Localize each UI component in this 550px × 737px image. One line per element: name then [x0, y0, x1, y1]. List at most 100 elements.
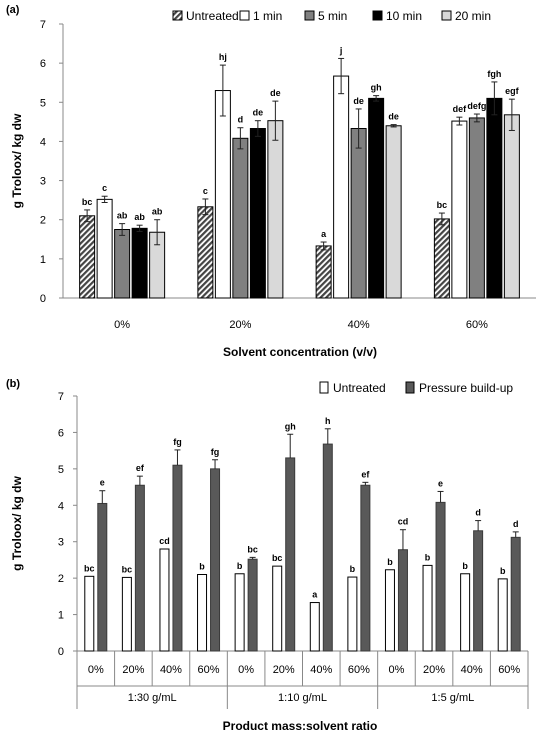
significance-label: e [438, 478, 443, 488]
significance-label: c [102, 183, 107, 193]
bar [350, 128, 367, 299]
legend-swatch [405, 381, 415, 394]
legend-label: 20 min [455, 9, 491, 23]
bar [503, 114, 520, 299]
significance-label: hj [219, 52, 227, 62]
bar [267, 120, 284, 299]
significance-label: b [350, 564, 356, 574]
bar [84, 575, 95, 652]
significance-label: bc [84, 563, 95, 573]
bar [210, 468, 221, 652]
y-axis-title: g Troloox/ kg dw [10, 476, 24, 571]
legend-label: Untreated [186, 9, 239, 23]
legend-label: Pressure build-up [419, 381, 513, 395]
x-tick-label: 20% [423, 664, 445, 676]
x-tick-label: 60% [198, 664, 220, 676]
legend-label: 1 min [253, 9, 282, 23]
significance-label: bc [247, 544, 258, 554]
significance-label: gh [371, 83, 382, 93]
significance-label: bc [437, 200, 448, 210]
y-tick-label: 3 [58, 537, 64, 549]
y-tick-label: 5 [40, 97, 46, 109]
x-tick-label: 20% [122, 664, 144, 676]
y-tick-label: 6 [58, 427, 64, 439]
bar [435, 501, 446, 652]
x-tick-label: 60% [498, 664, 520, 676]
bar [159, 548, 170, 652]
bar [114, 229, 131, 299]
significance-label: bc [82, 197, 93, 207]
y-tick-label: 4 [58, 500, 64, 512]
x-tick-label: 20% [229, 319, 251, 331]
y-tick-label: 0 [58, 646, 64, 658]
significance-label: gh [285, 421, 296, 431]
legend-swatch [441, 10, 452, 21]
bar [460, 573, 471, 652]
significance-label: e [100, 478, 105, 488]
bar [197, 574, 208, 652]
x-tick-label: 40% [160, 664, 182, 676]
y-tick-label: 5 [58, 464, 64, 476]
y-tick-label: 3 [40, 176, 46, 188]
bar [397, 549, 408, 652]
bar [422, 564, 433, 652]
bar [473, 530, 484, 652]
legend-label: 5 min [318, 9, 347, 23]
significance-label: b [199, 562, 205, 572]
x-tick-label: 0% [88, 664, 104, 676]
y-tick-label: 1 [58, 610, 64, 622]
bar [121, 576, 132, 652]
y-tick-label: 2 [58, 573, 64, 585]
bar [172, 464, 183, 652]
legend-swatch [319, 381, 329, 394]
x-tick-label: 0% [389, 664, 405, 676]
panel-b-chart: (b)012345670%bce20%bcef40%cdfg60%bfg0%bb… [6, 378, 529, 733]
legend-label: 10 min [386, 9, 422, 23]
y-axis-title: g Troloox/ kg dw [10, 113, 24, 208]
significance-label: b [387, 557, 393, 567]
y-tick-label: 7 [58, 391, 64, 403]
y-tick-label: 2 [40, 215, 46, 227]
bar [97, 502, 108, 652]
panel-label: (a) [6, 4, 20, 16]
x-tick-label: 40% [348, 319, 370, 331]
significance-label: fg [211, 447, 220, 457]
group-label: 1:30 g/mL [128, 692, 177, 704]
legend-label: Untreated [333, 381, 386, 395]
bar [384, 569, 395, 652]
bar [468, 117, 485, 299]
legend-swatch [304, 10, 315, 21]
bar [197, 206, 214, 299]
bar [247, 558, 258, 652]
x-tick-label: 60% [348, 664, 370, 676]
y-tick-label: 6 [40, 58, 46, 70]
significance-label: egf [505, 86, 520, 96]
x-tick-label: 0% [114, 319, 130, 331]
bar [309, 602, 320, 652]
x-tick-label: 20% [273, 664, 295, 676]
significance-label: d [238, 115, 244, 125]
legend-swatch [372, 10, 383, 21]
bar [486, 97, 503, 299]
x-tick-label: 40% [461, 664, 483, 676]
x-tick-label: 40% [310, 664, 332, 676]
significance-label: bc [122, 564, 133, 574]
bar [272, 565, 283, 652]
y-tick-label: 0 [40, 293, 46, 305]
significance-label: h [325, 416, 331, 426]
significance-label: b [425, 552, 431, 562]
significance-label: b [237, 561, 243, 571]
significance-label: fg [173, 437, 182, 447]
significance-label: de [353, 96, 364, 106]
significance-label: de [388, 112, 399, 122]
bar [451, 120, 468, 299]
significance-label: ef [361, 469, 370, 479]
x-tick-label: 0% [238, 664, 254, 676]
x-axis-title: Product mass:solvent ratio [223, 719, 378, 733]
bar [347, 576, 358, 652]
significance-label: def [453, 104, 468, 114]
bar [360, 484, 371, 652]
significance-label: b [462, 561, 468, 571]
